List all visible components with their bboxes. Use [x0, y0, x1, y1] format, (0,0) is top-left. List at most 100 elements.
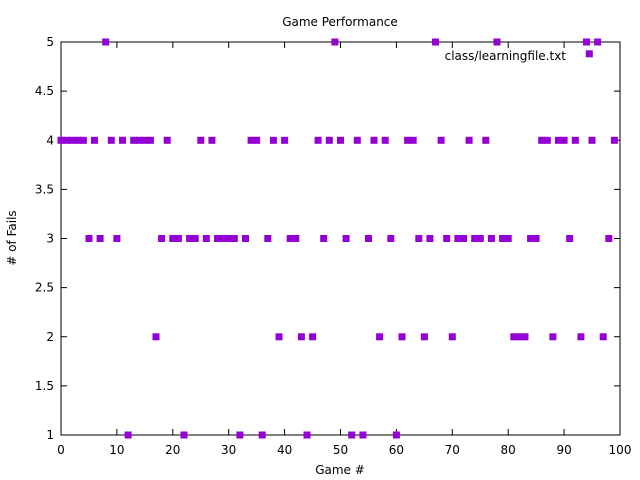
- y-axis: 1 1.5 2 2.5 3 3.5 4 4.5 5: [35, 35, 620, 442]
- x-tick-label: 60: [389, 443, 404, 457]
- data-point: [247, 136, 255, 144]
- x-tick-label: 80: [501, 443, 516, 457]
- data-point: [499, 235, 507, 242]
- data-point: [471, 235, 479, 242]
- data-point: [253, 136, 261, 144]
- data-point: [510, 333, 518, 341]
- data-point: [197, 136, 205, 144]
- x-tick-label: 20: [165, 443, 180, 457]
- data-point: [91, 136, 98, 144]
- data-point: [107, 136, 115, 144]
- data-point: [202, 235, 210, 242]
- data-point: [426, 235, 434, 242]
- x-tick-label: 100: [609, 443, 632, 457]
- data-point: [342, 235, 350, 242]
- data-point: [219, 235, 227, 242]
- data-point: [124, 431, 132, 439]
- data-point: [286, 235, 294, 242]
- data-point: [68, 136, 76, 144]
- data-point: [443, 235, 451, 242]
- data-point: [63, 136, 71, 144]
- data-point: [359, 431, 367, 439]
- data-point: [174, 235, 182, 242]
- data-point: [141, 136, 149, 144]
- data-point: [275, 333, 283, 341]
- x-tick-label: 70: [445, 443, 460, 457]
- y-tick-label: 3.5: [35, 182, 54, 196]
- x-tick-label: 30: [221, 443, 236, 457]
- data-point: [555, 136, 562, 144]
- data-point: [236, 431, 244, 439]
- data-point: [119, 136, 126, 144]
- data-point: [560, 136, 568, 144]
- data-point: [543, 136, 551, 144]
- data-point: [460, 235, 467, 242]
- data-point: [365, 235, 372, 242]
- data-point: [79, 136, 87, 144]
- data-point: [448, 333, 456, 341]
- data-point: [303, 431, 311, 439]
- data-point: [409, 136, 417, 144]
- x-axis: 0 10 20 30 40 50 60 70 80 90 100: [57, 42, 631, 457]
- data-point: [415, 235, 423, 242]
- data-point: [96, 235, 104, 242]
- data-point: [585, 50, 593, 58]
- data-point: [180, 431, 188, 439]
- data-point: [208, 136, 216, 144]
- data-point: [392, 431, 400, 439]
- data-point: [130, 136, 138, 144]
- y-axis-label: # of Fails: [5, 210, 19, 265]
- data-point: [549, 333, 557, 341]
- data-points: [57, 38, 618, 439]
- data-point: [610, 136, 618, 144]
- data-point: [113, 235, 121, 242]
- data-point: [158, 235, 166, 242]
- legend-entry-label: class/learningfile.txt: [445, 49, 567, 63]
- y-tick-label: 4: [46, 133, 54, 147]
- data-point: [57, 136, 65, 144]
- data-point: [85, 235, 93, 242]
- data-point: [152, 333, 160, 341]
- data-point: [487, 235, 495, 242]
- data-point: [281, 136, 289, 144]
- data-point: [225, 235, 233, 242]
- data-point: [482, 136, 490, 144]
- data-point: [420, 333, 428, 341]
- data-point: [191, 235, 199, 242]
- data-point: [230, 235, 238, 242]
- y-tick-label: 2.5: [35, 281, 54, 295]
- data-point: [102, 38, 110, 46]
- y-tick-label: 4.5: [35, 84, 54, 98]
- data-point: [376, 333, 384, 341]
- y-tick-label: 1.5: [35, 379, 54, 393]
- data-point: [605, 235, 613, 242]
- data-point: [532, 235, 540, 242]
- data-point: [504, 235, 512, 242]
- data-point: [387, 235, 395, 242]
- x-tick-label: 10: [109, 443, 124, 457]
- data-point: [74, 136, 82, 144]
- data-point: [381, 136, 389, 144]
- x-tick-label: 0: [57, 443, 65, 457]
- legend: class/learningfile.txt: [445, 49, 567, 63]
- data-point: [309, 333, 317, 341]
- data-point: [454, 235, 462, 242]
- data-point: [314, 136, 322, 144]
- data-point: [583, 38, 590, 46]
- data-point: [163, 136, 171, 144]
- data-point: [493, 38, 501, 46]
- data-point: [320, 235, 328, 242]
- data-point: [404, 136, 412, 144]
- data-point: [370, 136, 378, 144]
- y-tick-label: 3: [46, 232, 54, 246]
- data-point: [588, 136, 596, 144]
- data-point: [269, 136, 277, 144]
- data-point: [325, 136, 333, 144]
- data-point: [169, 235, 177, 242]
- data-point: [292, 235, 300, 242]
- data-point: [437, 136, 445, 144]
- x-tick-label: 40: [277, 443, 292, 457]
- data-point: [465, 136, 473, 144]
- data-point: [577, 333, 585, 341]
